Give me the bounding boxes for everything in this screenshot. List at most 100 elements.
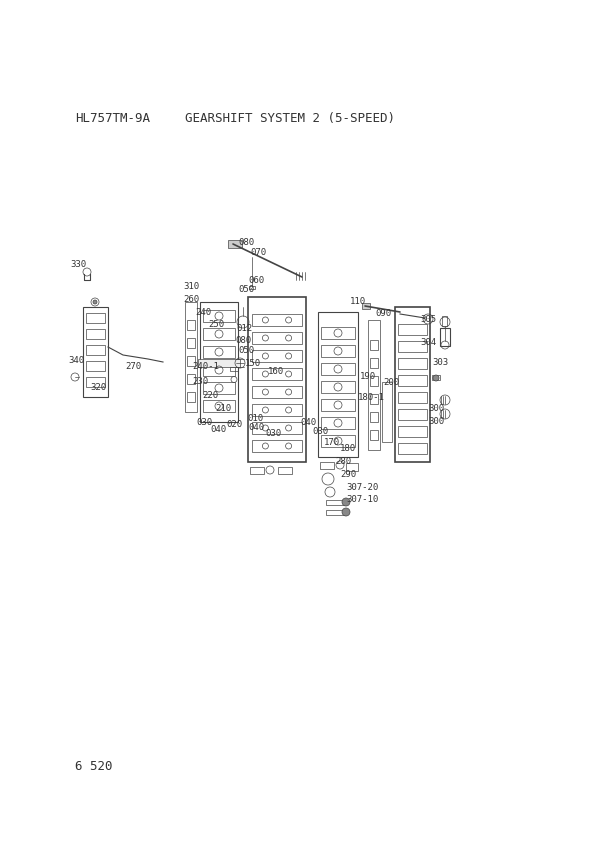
Text: 190: 190: [360, 371, 376, 381]
Bar: [321, 417, 355, 429]
Text: 330: 330: [70, 259, 86, 269]
Bar: [321, 363, 355, 375]
Bar: [185, 302, 197, 412]
Text: GEARSHIFT SYSTEM 2 (5-SPEED): GEARSHIFT SYSTEM 2 (5-SPEED): [185, 112, 395, 125]
Bar: [203, 310, 235, 322]
Text: 070: 070: [250, 248, 266, 257]
Circle shape: [342, 498, 350, 506]
Bar: [198, 359, 240, 367]
Bar: [200, 302, 238, 422]
Bar: [203, 364, 235, 376]
Bar: [370, 412, 378, 422]
Text: 300: 300: [428, 417, 444, 425]
Text: 020: 020: [226, 419, 242, 429]
Bar: [86, 345, 105, 355]
Text: 280: 280: [335, 456, 351, 466]
Bar: [248, 297, 306, 462]
Bar: [252, 368, 302, 380]
Text: 010: 010: [247, 413, 263, 423]
Bar: [203, 382, 235, 394]
Bar: [249, 286, 255, 289]
Bar: [370, 430, 378, 440]
Bar: [252, 386, 302, 398]
Bar: [86, 329, 105, 339]
Text: 240-1: 240-1: [192, 361, 219, 370]
Text: 310: 310: [183, 281, 199, 290]
Text: 305: 305: [420, 315, 436, 323]
Bar: [230, 367, 238, 371]
Text: 110: 110: [350, 296, 366, 306]
Bar: [252, 332, 302, 344]
Bar: [370, 376, 378, 386]
Circle shape: [342, 508, 350, 516]
Text: 170: 170: [324, 438, 340, 446]
Text: 250: 250: [208, 319, 224, 328]
Bar: [83, 307, 108, 397]
Bar: [321, 327, 355, 339]
Bar: [362, 303, 370, 309]
Text: 303: 303: [432, 358, 448, 366]
Bar: [395, 307, 430, 462]
Bar: [321, 435, 355, 447]
Text: 260: 260: [183, 295, 199, 303]
Bar: [250, 467, 264, 474]
Bar: [203, 346, 235, 358]
Text: 290: 290: [340, 470, 356, 478]
Text: 030: 030: [196, 418, 212, 427]
Bar: [382, 382, 392, 442]
Text: 307-20: 307-20: [346, 482, 378, 492]
Text: 050: 050: [238, 285, 254, 294]
Text: 180: 180: [340, 444, 356, 452]
Bar: [228, 240, 242, 248]
Text: 160: 160: [268, 366, 284, 376]
Text: 307-10: 307-10: [346, 494, 378, 504]
Text: 080: 080: [235, 335, 251, 344]
Bar: [370, 394, 378, 404]
Text: 320: 320: [90, 382, 106, 392]
Bar: [187, 320, 195, 330]
Bar: [86, 361, 105, 371]
Bar: [370, 340, 378, 350]
Text: 012: 012: [236, 323, 252, 333]
Bar: [252, 314, 302, 326]
Bar: [398, 358, 427, 369]
Bar: [318, 312, 358, 457]
Text: 050: 050: [238, 345, 254, 354]
Bar: [326, 500, 346, 505]
Bar: [321, 399, 355, 411]
Bar: [320, 462, 334, 469]
Bar: [252, 422, 302, 434]
Bar: [326, 510, 346, 515]
Bar: [187, 356, 195, 366]
Bar: [442, 316, 447, 326]
Circle shape: [433, 375, 439, 381]
Text: 080: 080: [238, 237, 254, 247]
Text: 200: 200: [383, 377, 399, 386]
Text: 6 520: 6 520: [75, 760, 112, 773]
Bar: [321, 381, 355, 393]
Bar: [321, 345, 355, 357]
Bar: [187, 392, 195, 402]
Bar: [398, 341, 427, 352]
Bar: [398, 324, 427, 335]
Text: 240: 240: [195, 307, 211, 317]
Text: 230: 230: [192, 376, 208, 386]
Bar: [86, 313, 105, 323]
Bar: [398, 443, 427, 454]
Bar: [398, 392, 427, 403]
Bar: [187, 338, 195, 348]
Bar: [252, 350, 302, 362]
Bar: [368, 320, 380, 450]
Circle shape: [93, 300, 97, 304]
Bar: [278, 467, 292, 474]
Bar: [203, 400, 235, 412]
Text: HL757TM-9A: HL757TM-9A: [75, 112, 150, 125]
Text: 304: 304: [420, 338, 436, 347]
Text: 300: 300: [428, 403, 444, 413]
Text: 150: 150: [245, 359, 261, 367]
Text: 270: 270: [125, 361, 141, 370]
Bar: [370, 358, 378, 368]
Bar: [398, 375, 427, 386]
Text: 060: 060: [248, 275, 264, 285]
Bar: [432, 375, 440, 380]
